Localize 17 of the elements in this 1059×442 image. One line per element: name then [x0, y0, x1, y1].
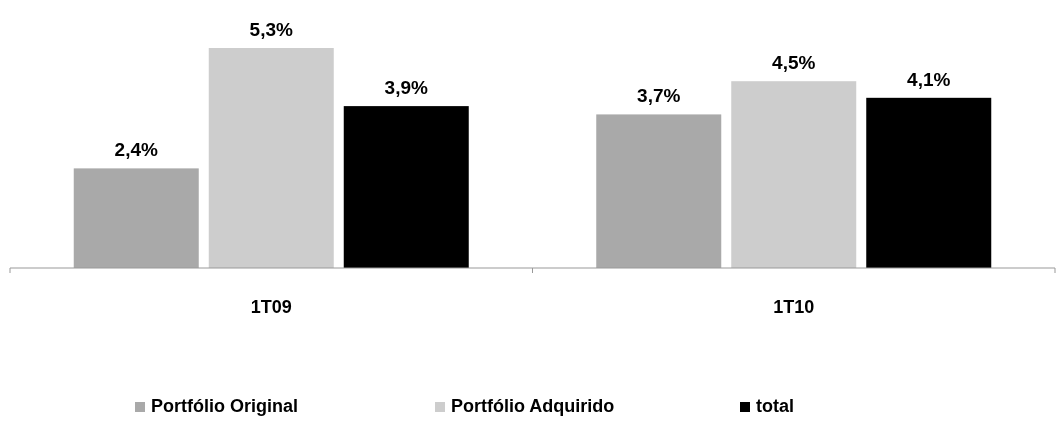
bar [731, 81, 857, 268]
data-label: 4,5% [772, 52, 816, 74]
legend-label: total [756, 396, 794, 416]
legend-label: Portfólio Adquirido [451, 396, 615, 416]
data-label: 3,9% [384, 77, 429, 99]
legend-label: Portfólio Original [151, 396, 298, 416]
data-label: 3,7% [637, 85, 681, 107]
bar [343, 106, 469, 268]
bar [596, 114, 722, 268]
data-label: 4,1% [907, 68, 951, 90]
bar [866, 97, 992, 268]
x-tick-label: 1T09 [250, 297, 292, 317]
bar [208, 48, 334, 268]
x-tick-label: 1T10 [773, 297, 815, 317]
bar [73, 168, 199, 268]
data-label: 2,4% [114, 139, 159, 161]
data-label: 5,3% [249, 19, 294, 40]
